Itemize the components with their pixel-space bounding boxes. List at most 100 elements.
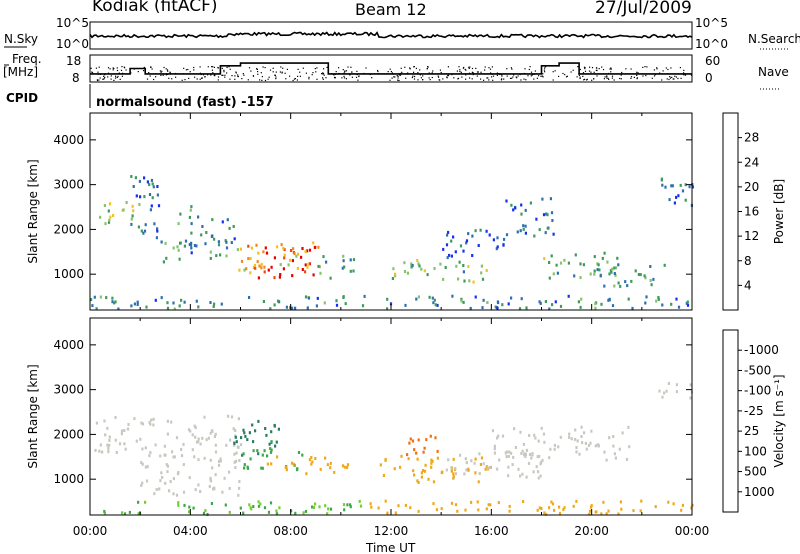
heatmap-cell: [460, 299, 463, 303]
nave-dot: [654, 74, 656, 76]
heatmap-cell: [229, 438, 232, 442]
nave-dot: [184, 79, 186, 81]
nave-dot: [308, 78, 310, 80]
nave-dot: [578, 73, 580, 75]
nave-dot: [511, 68, 513, 70]
nave-dot: [257, 73, 259, 75]
heatmap-cell: [574, 428, 577, 432]
heatmap-cell: [601, 256, 604, 260]
nave-dot: [211, 66, 213, 68]
heatmap-cell: [232, 225, 235, 228]
nave-dot: [492, 75, 495, 77]
nave-dot: [510, 67, 512, 69]
nave-dot: [160, 71, 162, 73]
heatmap-cell: [90, 298, 93, 302]
heatmap-cell: [562, 508, 565, 512]
heatmap-cell: [250, 246, 253, 250]
heatmap-cell: [209, 479, 213, 483]
heatmap-cell: [404, 303, 407, 307]
heatmap-cell: [308, 248, 312, 252]
nave-dot: [196, 78, 198, 80]
heatmap-cell: [535, 217, 538, 221]
heatmap-cell: [479, 228, 482, 232]
heatmap-cell: [496, 306, 499, 310]
nave-dot: [468, 67, 470, 69]
heatmap-cell: [239, 247, 242, 251]
nave-dot: [104, 76, 106, 78]
nave-dot: [397, 77, 399, 79]
nave-dot: [399, 72, 401, 75]
heatmap-cell: [130, 304, 133, 308]
nave-dot: [165, 74, 167, 76]
heatmap-cell: [238, 268, 241, 272]
heatmap-cell: [263, 506, 267, 510]
heatmap-cell: [308, 262, 311, 266]
heatmap-cell: [197, 437, 200, 441]
heatmap-cell: [607, 509, 610, 513]
heatmap-cell: [227, 414, 230, 418]
heatmap-cell: [304, 263, 307, 267]
heatmap-cell: [117, 307, 120, 311]
heatmap-cell: [295, 254, 298, 258]
heatmap-cell: [257, 504, 261, 508]
heatmap-cell: [352, 258, 356, 262]
nave-dot: [683, 69, 685, 71]
nave-dot: [155, 76, 157, 78]
nave-dot: [166, 69, 169, 71]
heatmap-cell: [189, 429, 192, 433]
nave-dot: [250, 70, 252, 72]
heatmap-cell: [163, 453, 166, 457]
nave-dot: [459, 69, 461, 71]
nave-dot: [356, 70, 358, 72]
heatmap-cell: [139, 195, 142, 199]
heatmap-cell: [191, 433, 194, 437]
heatmap-cell: [177, 501, 180, 505]
heatmap-cell: [228, 226, 231, 230]
heatmap-cell: [617, 512, 620, 516]
colorbar-tick-label: 28: [744, 131, 759, 145]
heatmap-cell: [104, 433, 107, 437]
nave-dot: [342, 69, 344, 71]
heatmap-cell: [538, 228, 541, 232]
heatmap-cell: [237, 493, 240, 497]
heatmap-cell: [579, 305, 582, 309]
nave-dot: [630, 68, 632, 70]
heatmap-cell: [617, 281, 620, 285]
heatmap-cell: [262, 300, 265, 303]
nave-dot: [115, 75, 117, 77]
heatmap-cell: [311, 460, 314, 464]
heatmap-cell: [300, 255, 303, 259]
heatmap-cell: [134, 176, 137, 180]
heatmap-cell: [133, 302, 136, 306]
heatmap-cell: [493, 451, 496, 455]
heatmap-cell: [228, 470, 231, 474]
heatmap-cell: [413, 448, 416, 452]
heatmap-cell: [212, 305, 215, 308]
heatmap-cell: [108, 435, 111, 439]
nave-dot: [241, 78, 243, 80]
heatmap-cell: [190, 251, 193, 255]
heatmap-cell: [538, 454, 541, 458]
heatmap-cell: [474, 471, 477, 475]
heatmap-cell: [625, 457, 629, 461]
nave-dot: [601, 66, 603, 68]
heatmap-cell: [575, 446, 578, 449]
heatmap-cell: [407, 457, 410, 461]
heatmap-cell: [156, 229, 159, 233]
heatmap-cell: [599, 274, 602, 278]
heatmap-cell: [552, 232, 555, 236]
nave-dot: [217, 67, 219, 69]
heatmap-cell: [128, 510, 131, 514]
heatmap-cell: [570, 437, 573, 441]
heatmap-cell: [663, 391, 666, 395]
heatmap-cell: [233, 460, 236, 464]
heatmap-cell: [138, 179, 141, 183]
heatmap-cell: [190, 246, 193, 250]
heatmap-cell: [228, 487, 231, 490]
heatmap-cell: [452, 457, 455, 461]
heatmap-cell: [496, 467, 499, 471]
heatmap-cell: [538, 300, 541, 304]
heatmap-cell: [267, 510, 271, 514]
heatmap-cell: [213, 486, 216, 490]
heatmap-cell: [667, 500, 670, 504]
